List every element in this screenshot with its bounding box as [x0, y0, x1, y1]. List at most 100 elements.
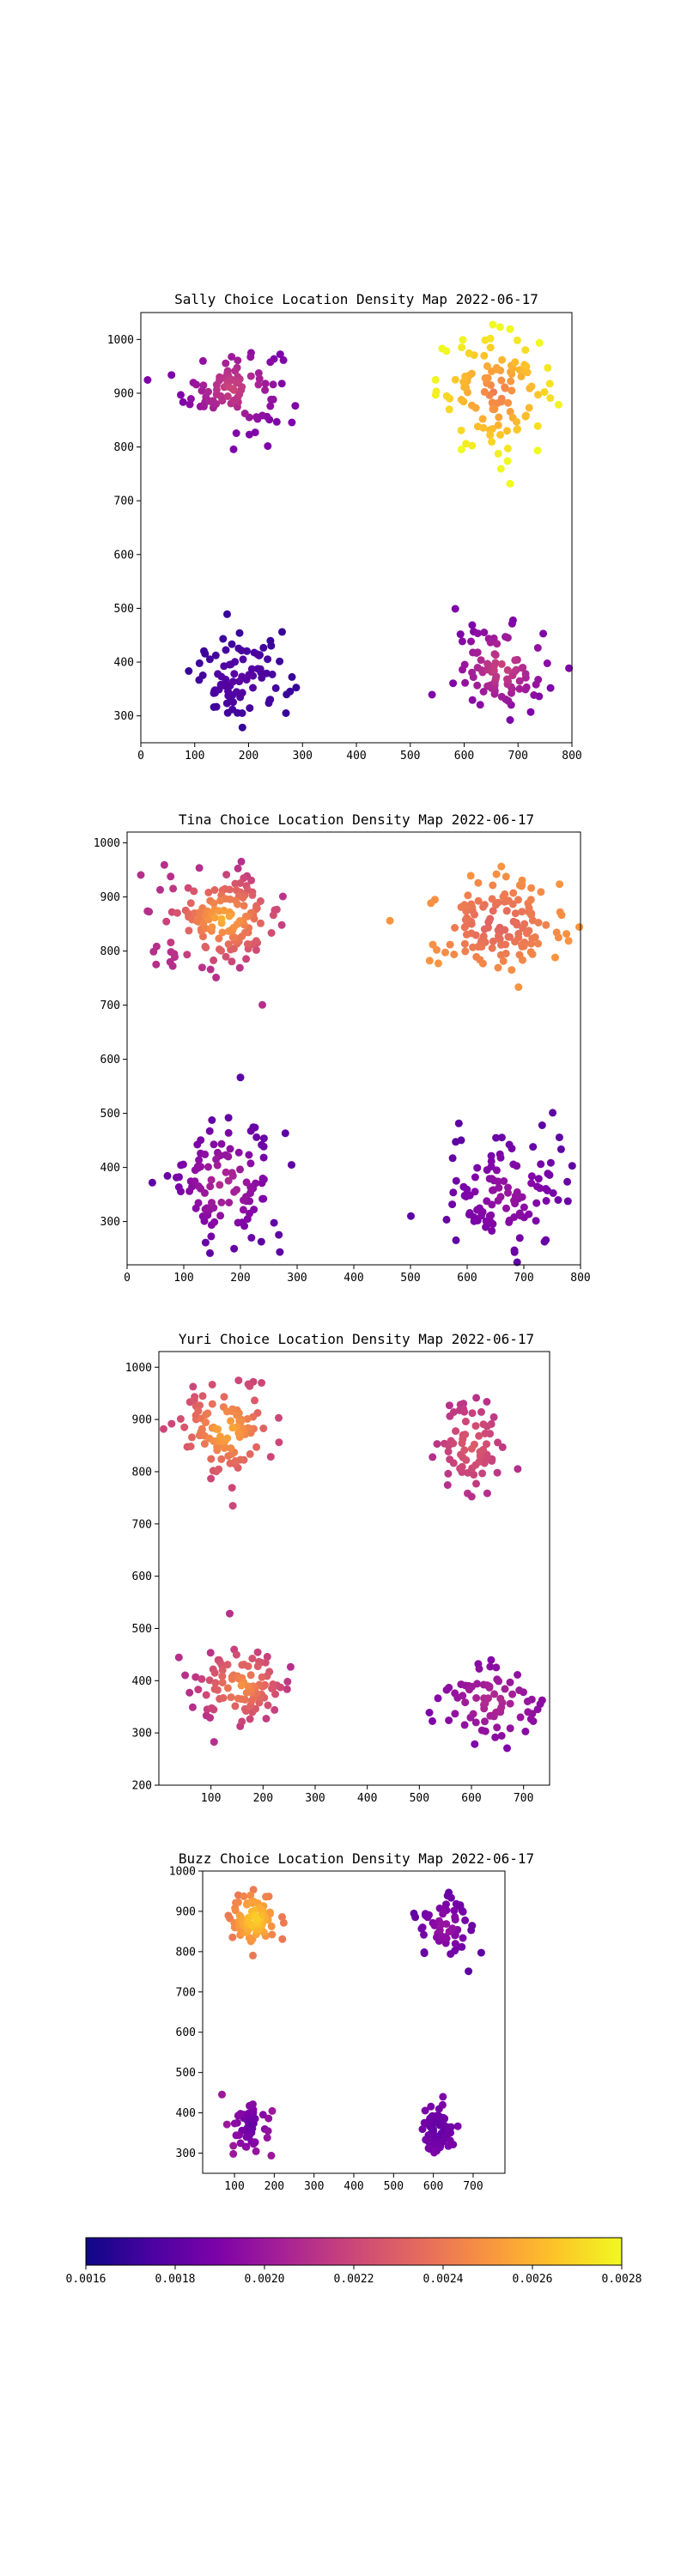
- data-point: [459, 1400, 468, 1408]
- data-point: [514, 1465, 522, 1473]
- data-point: [498, 1443, 507, 1451]
- data-point: [489, 881, 497, 890]
- data-point: [202, 1691, 210, 1699]
- data-point: [185, 927, 193, 935]
- data-point: [450, 1906, 459, 1915]
- data-point: [467, 900, 476, 908]
- data-point: [267, 2151, 276, 2160]
- data-point: [224, 1128, 233, 1137]
- data-point: [554, 933, 562, 942]
- data-point: [246, 1671, 255, 1680]
- data-point: [506, 1724, 514, 1733]
- data-point: [252, 1443, 261, 1451]
- data-point: [523, 1698, 532, 1705]
- data-point: [232, 429, 240, 437]
- data-point: [504, 1188, 512, 1197]
- data-point: [231, 367, 240, 375]
- data-point: [210, 956, 218, 964]
- data-point: [234, 1429, 243, 1437]
- data-point: [229, 923, 238, 932]
- data-point: [223, 610, 231, 618]
- data-point: [457, 445, 465, 453]
- data-point: [245, 430, 253, 439]
- data-point: [515, 684, 524, 693]
- data-point: [227, 660, 235, 669]
- data-point: [527, 884, 536, 892]
- data-point: [201, 649, 210, 658]
- data-point: [206, 1714, 215, 1722]
- data-point: [517, 372, 526, 380]
- data-point: [197, 1163, 205, 1171]
- x-tick-label: 600: [454, 750, 474, 762]
- data-point: [449, 1459, 458, 1467]
- data-point: [513, 1258, 521, 1267]
- y-tick-label: 900: [132, 1414, 152, 1427]
- data-point: [497, 659, 506, 668]
- data-point: [546, 683, 555, 692]
- data-point: [275, 1230, 283, 1239]
- data-point: [476, 1448, 484, 1456]
- data-point: [491, 651, 500, 659]
- data-point: [267, 929, 276, 937]
- chart-title: Sally Choice Location Density Map 2022-0…: [174, 291, 538, 307]
- data-point: [519, 956, 526, 964]
- data-point: [179, 1160, 187, 1169]
- data-point: [481, 1717, 489, 1726]
- data-point: [506, 479, 514, 488]
- data-point: [418, 2125, 427, 2134]
- data-point: [434, 959, 442, 968]
- data-point: [473, 1680, 482, 1688]
- data-point: [224, 1114, 233, 1122]
- data-point: [494, 963, 502, 972]
- data-point: [457, 426, 465, 434]
- data-point: [219, 635, 228, 643]
- data-point: [210, 899, 218, 908]
- data-point: [503, 457, 512, 465]
- data-point: [204, 1409, 212, 1418]
- data-point: [238, 723, 246, 732]
- y-tick-label: 800: [176, 1946, 196, 1959]
- data-point: [277, 920, 286, 929]
- x-tick-label: 300: [293, 750, 313, 762]
- data-point: [255, 651, 264, 659]
- data-point: [228, 1933, 237, 1941]
- data-point: [457, 1136, 465, 1145]
- data-point: [251, 1396, 258, 1405]
- data-point: [500, 1177, 508, 1185]
- data-point: [176, 1415, 185, 1423]
- data-point: [490, 1690, 499, 1698]
- data-point: [497, 1133, 506, 1142]
- x-tick-label: 100: [224, 2180, 244, 2193]
- x-tick-label: 600: [457, 1272, 477, 1285]
- data-point: [230, 1188, 239, 1196]
- data-point: [444, 1448, 453, 1455]
- data-point: [555, 1133, 563, 1142]
- data-point: [234, 1148, 243, 1157]
- data-point: [224, 940, 233, 949]
- chart-title: Buzz Choice Location Density Map 2022-06…: [179, 1850, 534, 1867]
- data-point: [235, 1417, 244, 1425]
- data-point: [521, 412, 530, 421]
- data-point: [481, 1430, 489, 1437]
- data-point: [521, 346, 530, 355]
- x-tick-label: 700: [463, 2180, 483, 2193]
- data-point: [527, 939, 535, 948]
- data-point: [489, 907, 497, 915]
- data-point: [483, 1166, 491, 1175]
- x-tick-label: 500: [384, 2180, 404, 2193]
- data-point: [228, 677, 237, 686]
- data-point: [223, 1684, 232, 1692]
- data-point: [557, 911, 566, 920]
- data-point: [563, 1197, 572, 1206]
- data-point: [228, 353, 236, 361]
- data-point: [468, 668, 477, 677]
- data-point: [508, 966, 516, 975]
- data-point: [185, 667, 193, 675]
- data-point: [218, 1672, 227, 1680]
- data-point: [268, 2106, 277, 2115]
- data-point: [488, 1200, 496, 1209]
- data-point: [473, 422, 482, 431]
- data-point: [460, 923, 469, 932]
- data-point: [513, 1162, 521, 1170]
- y-axis: 200 300 400 500 600 700 800 900 1000: [125, 1362, 159, 1793]
